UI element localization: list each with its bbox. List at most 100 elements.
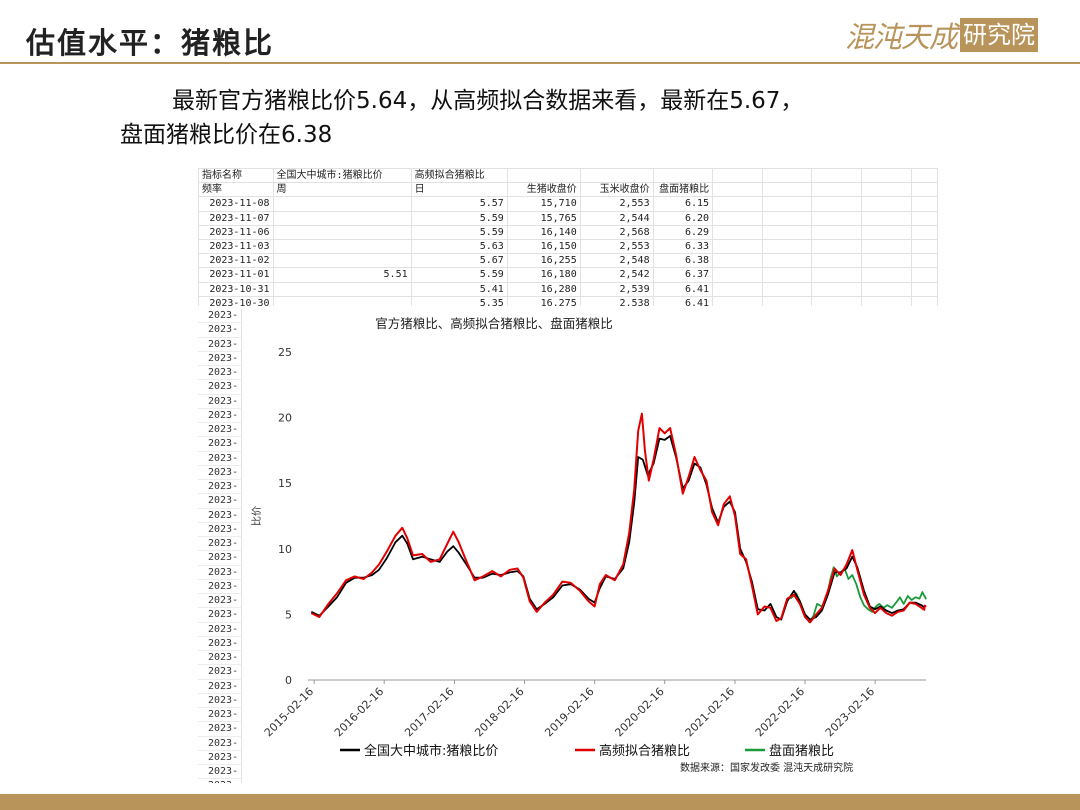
empty-cell (861, 224, 912, 240)
fit-ratio-cell: 5.41 (410, 281, 508, 297)
empty-cell (861, 196, 912, 212)
futures-ratio-cell: 6.41 (652, 281, 714, 297)
header-divider (0, 62, 1080, 64)
legend-label: 高频拟合猪粮比 (599, 743, 690, 759)
empty-cell (712, 281, 763, 297)
date-stub-cell: 2023- (198, 779, 242, 783)
y-tick-label: 20 (278, 412, 292, 425)
empty-cell (761, 238, 813, 255)
y-tick-label: 15 (278, 477, 292, 490)
fit-ratio-cell: 5.59 (410, 267, 508, 283)
empty-cell (811, 267, 863, 283)
hog-price-cell: 16,255 (506, 253, 581, 269)
table-header-row: 指标名称 全国大中城市:猪粮比价 高频拟合猪粮比 (198, 168, 938, 184)
fit-ratio-cell: 5.35 (410, 295, 508, 306)
corn-price-cell: 2,544 (579, 210, 654, 226)
empty-cell (811, 253, 863, 269)
date-stub-cell: 2023- (198, 708, 242, 723)
y-tick-label: 25 (278, 346, 292, 359)
source-note: 数据来源：国家发改委 混沌天成研究院 (680, 761, 853, 774)
empty-cell (761, 224, 813, 240)
corn-price-cell: 2,539 (579, 281, 654, 297)
x-tick-label: 2021-02-16 (683, 685, 737, 739)
table-header-cell: 日 (410, 182, 508, 198)
table-header-cell (861, 182, 912, 198)
table-header-cell: 全国大中城市:猪粮比价 (272, 168, 412, 184)
date-stub-cell: 2023- (198, 551, 242, 566)
fit-ratio-cell: 5.59 (410, 210, 508, 226)
table-row: 2023-11-02 5.67 16,255 2,548 6.38 (198, 253, 938, 269)
hog-price-cell: 15,710 (506, 196, 581, 212)
series-layer (310, 412, 927, 624)
table-header-cell (506, 168, 581, 184)
empty-cell (811, 196, 863, 212)
official-ratio-cell: 5.51 (272, 267, 412, 283)
page-title: 估值水平：猪粮比 (26, 26, 275, 60)
official-ratio-cell (272, 224, 412, 240)
corn-price-cell: 2,553 (579, 238, 654, 255)
brand-logo: 混沌天成 研究院 (845, 14, 1039, 54)
date-stub-cell: 2023- (198, 750, 242, 765)
date-stub-cell: 2023- (198, 351, 242, 366)
date-stub-cell: 2023- (198, 494, 242, 509)
futures-ratio-cell: 6.15 (652, 196, 714, 212)
hog-price-cell: 16,140 (506, 224, 581, 240)
empty-cell (910, 196, 938, 212)
empty-cell (861, 253, 912, 269)
empty-cell (712, 196, 763, 212)
date-stub-cell: 2023- (198, 608, 242, 623)
date-stub-cell: 2023- (198, 579, 242, 594)
table-row: 2023-11-07 5.59 15,765 2,544 6.20 (198, 210, 938, 226)
empty-cell (712, 295, 763, 306)
hog-price-cell: 16,280 (506, 281, 581, 297)
table-header-cell: 周 (272, 182, 412, 198)
date-stub-cell: 2023- (198, 408, 242, 423)
empty-cell (861, 281, 912, 297)
date-stub-cell: 2023- (198, 651, 242, 666)
hog-price-cell: 15,765 (506, 210, 581, 226)
footer-bar (0, 794, 1080, 810)
corn-price-cell: 2,548 (579, 253, 654, 269)
empty-cell (910, 238, 938, 255)
table-header-cell (811, 182, 863, 198)
empty-cell (861, 267, 912, 283)
empty-cell (761, 196, 813, 212)
table-header-cell (761, 168, 813, 184)
empty-cell (761, 281, 813, 297)
empty-cell (761, 210, 813, 226)
table-row: 2023-11-08 5.57 15,710 2,553 6.15 (198, 196, 938, 212)
date-stub-cell: 2023- (198, 423, 242, 438)
header: 估值水平：猪粮比 混沌天成 研究院 (0, 0, 1080, 62)
date-stub-cell: 2023- (198, 693, 242, 708)
date-stub-cell: 2023- (198, 722, 242, 737)
empty-cell (910, 253, 938, 269)
date-stub-cell: 2023- (198, 465, 242, 480)
table-row: 2023-10-30 5.35 16,275 2,538 6.41 (198, 295, 938, 306)
empty-cell (712, 238, 763, 255)
table-row: 2023-10-31 5.41 16,280 2,539 6.41 (198, 281, 938, 297)
date-stub-cell: 2023- (198, 508, 242, 523)
x-tick-label: 2017-02-16 (402, 685, 456, 739)
x-tick-label: 2016-02-16 (332, 685, 386, 739)
date-column-stub: 2023- 2023- 2023- 2023- 2023- 2023- 2023- 2023-… (198, 309, 242, 783)
table-header-cell: 玉米收盘价 (579, 182, 654, 198)
table-header-cell: 盘面猪粮比 (652, 182, 714, 198)
table-header-cell (579, 168, 654, 184)
empty-cell (712, 253, 763, 269)
official-ratio-cell (272, 253, 412, 269)
date-stub-cell: 2023- (198, 380, 242, 395)
chart-title: 官方猪粮比、高频拟合猪粮比、盘面猪粮比 (375, 316, 613, 331)
empty-cell (861, 210, 912, 226)
date-stub-cell: 2023- (198, 765, 242, 780)
empty-cell (761, 267, 813, 283)
series-line-futures (789, 566, 927, 624)
summary-line-2: 盘面猪粮比价在6.38 (120, 122, 333, 148)
date-cell: 2023-11-08 (198, 196, 274, 212)
futures-ratio-cell: 6.38 (652, 253, 714, 269)
date-stub-cell: 2023- (198, 522, 242, 537)
table-header-cell (652, 168, 714, 184)
x-tick-label: 2015-02-16 (262, 685, 316, 739)
empty-cell (910, 281, 938, 297)
x-tick-label: 2023-02-16 (823, 685, 877, 739)
date-stub-cell: 2023- (198, 437, 242, 452)
